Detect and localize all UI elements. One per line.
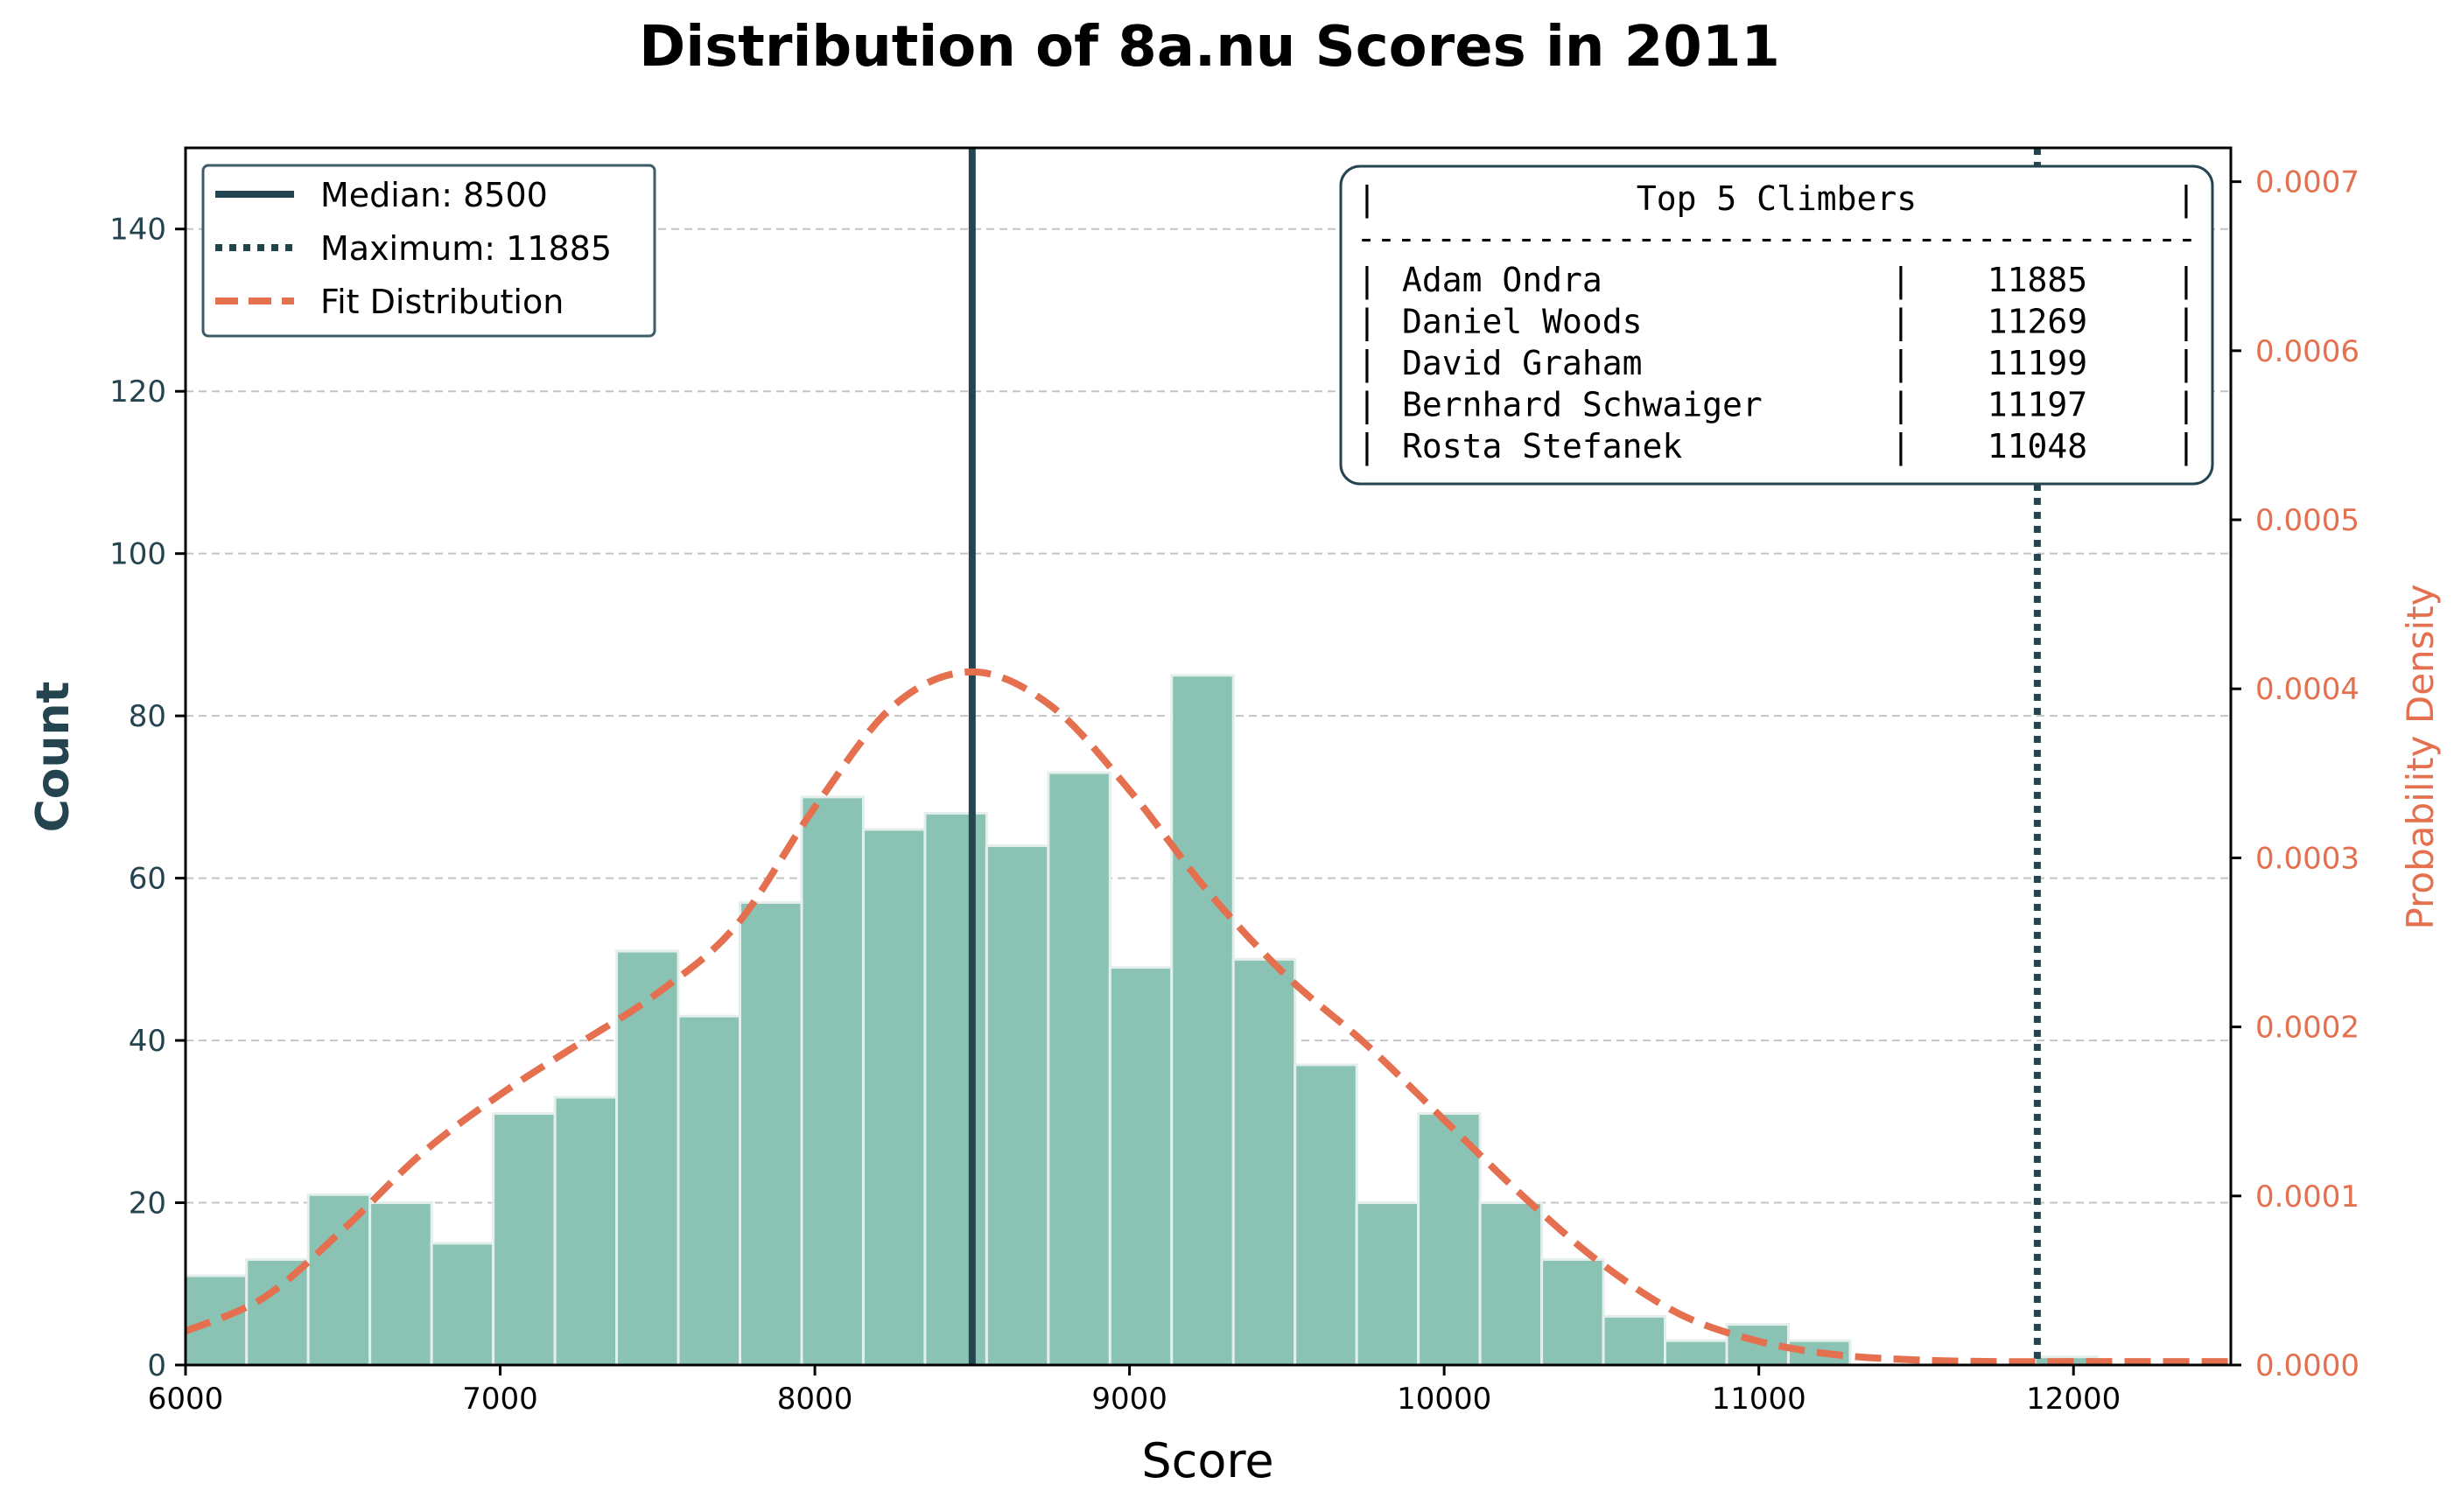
histogram-bar [861,828,927,1367]
table-border-char: | [2177,427,2197,466]
climber-score: 11885 [1988,261,2087,299]
histogram-bar [245,1257,310,1367]
x-tick-label: 8000 [777,1382,853,1417]
climber-name: David Graham [1402,344,1643,382]
table-header: Top 5 Climbers [1637,179,1917,218]
y2-tick-label: 0.0000 [2255,1348,2359,1383]
climber-score: 11197 [1988,386,2087,424]
histogram-bar [1170,674,1235,1367]
legend-median-label: Median: 8500 [320,176,548,214]
x-tick-label: 10000 [1397,1382,1491,1417]
histogram-bar [1355,1201,1420,1367]
histogram-bar [923,811,988,1367]
y-tick-label: 0 [147,1348,166,1383]
table-border-char: | [1357,303,1378,342]
climber-score: 11199 [1988,344,2087,382]
table-border-char: | [1891,427,1911,466]
histogram-bar [306,1193,372,1367]
y2-axis-ticks: 0.0000 0.0001 0.0002 0.0003 0.0004 0.0005 0.00… [2231,165,2359,1383]
table-box [1339,164,2214,486]
climber-score: 11048 [1988,427,2087,466]
y2-tick-label: 0.0003 [2255,841,2359,876]
table-border-char: | [1357,386,1378,425]
x-tick-label: 12000 [2026,1382,2121,1417]
legend: Median: 8500 Maximum: 11885 Fit Distribu… [201,164,656,338]
histogram-bar [1294,1063,1358,1367]
y2-tick-label: 0.0007 [2255,165,2359,200]
chart-title: Distribution of 8a.nu Scores in 2011 [639,15,1780,80]
histogram-bar [492,1112,557,1367]
y-tick-label: 140 [109,213,166,248]
climber-name: Daniel Woods [1402,303,1643,341]
histogram-bars [184,674,2099,1367]
histogram-bar [1047,771,1111,1367]
climber-score: 11269 [1988,303,2087,341]
histogram-bar [553,1096,619,1367]
table-border-char: | [1357,427,1378,466]
y-tick-label: 80 [129,699,166,734]
histogram-bar [1540,1257,1605,1367]
histogram-bar [1478,1201,1544,1367]
x-tick-label: 7000 [462,1382,538,1417]
histogram-bar [985,844,1050,1367]
table-border-char: | [2177,344,2197,383]
histogram-bar [184,1274,249,1367]
x-tick-label: 6000 [148,1382,224,1417]
x-axis-ticks: 6000 7000 8000 9000 10000 11000 12000 [148,1365,2121,1417]
table-border-char: | [1891,344,1911,383]
table-border-char: | [1357,179,1378,219]
climber-name: Adam Ondra [1402,261,1602,299]
y-tick-label: 100 [109,537,166,572]
histogram-bar [677,1014,742,1367]
y2-tick-label: 0.0002 [2255,1011,2359,1046]
climber-name: Rosta Stefanek [1402,427,1682,466]
legend-box [201,164,656,338]
histogram-bar [1417,1112,1482,1367]
y-tick-label: 120 [109,374,166,410]
y-tick-label: 20 [129,1186,166,1222]
top-climbers-table: Top 5 Climbers | |-----------------------… [1339,164,2214,486]
y-axis-label: Count [27,682,80,833]
x-axis-label: Score [1141,1433,1273,1488]
histogram-bar [1231,957,1297,1367]
climber-name: Bernhard Schwaiger [1402,386,1763,424]
y-axis-ticks: 0 20 40 60 80 100 120 140 [109,213,186,1383]
table-border-char: | [1357,261,1378,300]
y-tick-label: 60 [129,862,166,897]
histogram-bar [1108,966,1174,1367]
fit-curve-layer [184,668,2231,1366]
table-border-char: | [2177,386,2197,425]
y2-tick-label: 0.0004 [2255,672,2359,707]
table-border-char: | [1891,261,1911,300]
table-border-char: | [1357,344,1378,383]
table-border-char: | [2177,303,2197,342]
table-border-char: | [1891,303,1911,342]
plot-frame [184,146,2233,1367]
histogram-bar [430,1242,495,1367]
table-border-char: | [2177,179,2197,219]
fit-curve [184,668,2231,1366]
table-separator: ----------------------------------------… [1357,219,2198,257]
histogram-bar [739,900,803,1367]
histogram-bar [368,1201,433,1367]
histogram-bar [1602,1314,1667,1367]
table-border-char: | [2177,261,2197,300]
x-tick-label: 11000 [1712,1382,1806,1417]
y-tick-label: 40 [129,1024,166,1059]
y2-tick-label: 0.0001 [2255,1180,2359,1214]
legend-fit-label: Fit Distribution [320,283,564,321]
histogram-bar [800,795,865,1367]
y2-tick-label: 0.0005 [2255,503,2359,538]
y2-axis-label: Probability Density [2399,584,2442,929]
legend-maximum-label: Maximum: 11885 [320,229,612,268]
y2-tick-label: 0.0006 [2255,334,2359,369]
histogram-bar [1664,1339,1728,1367]
x-tick-label: 9000 [1091,1382,1167,1417]
histogram-bar [615,949,680,1367]
table-border-char: | [1891,386,1911,425]
